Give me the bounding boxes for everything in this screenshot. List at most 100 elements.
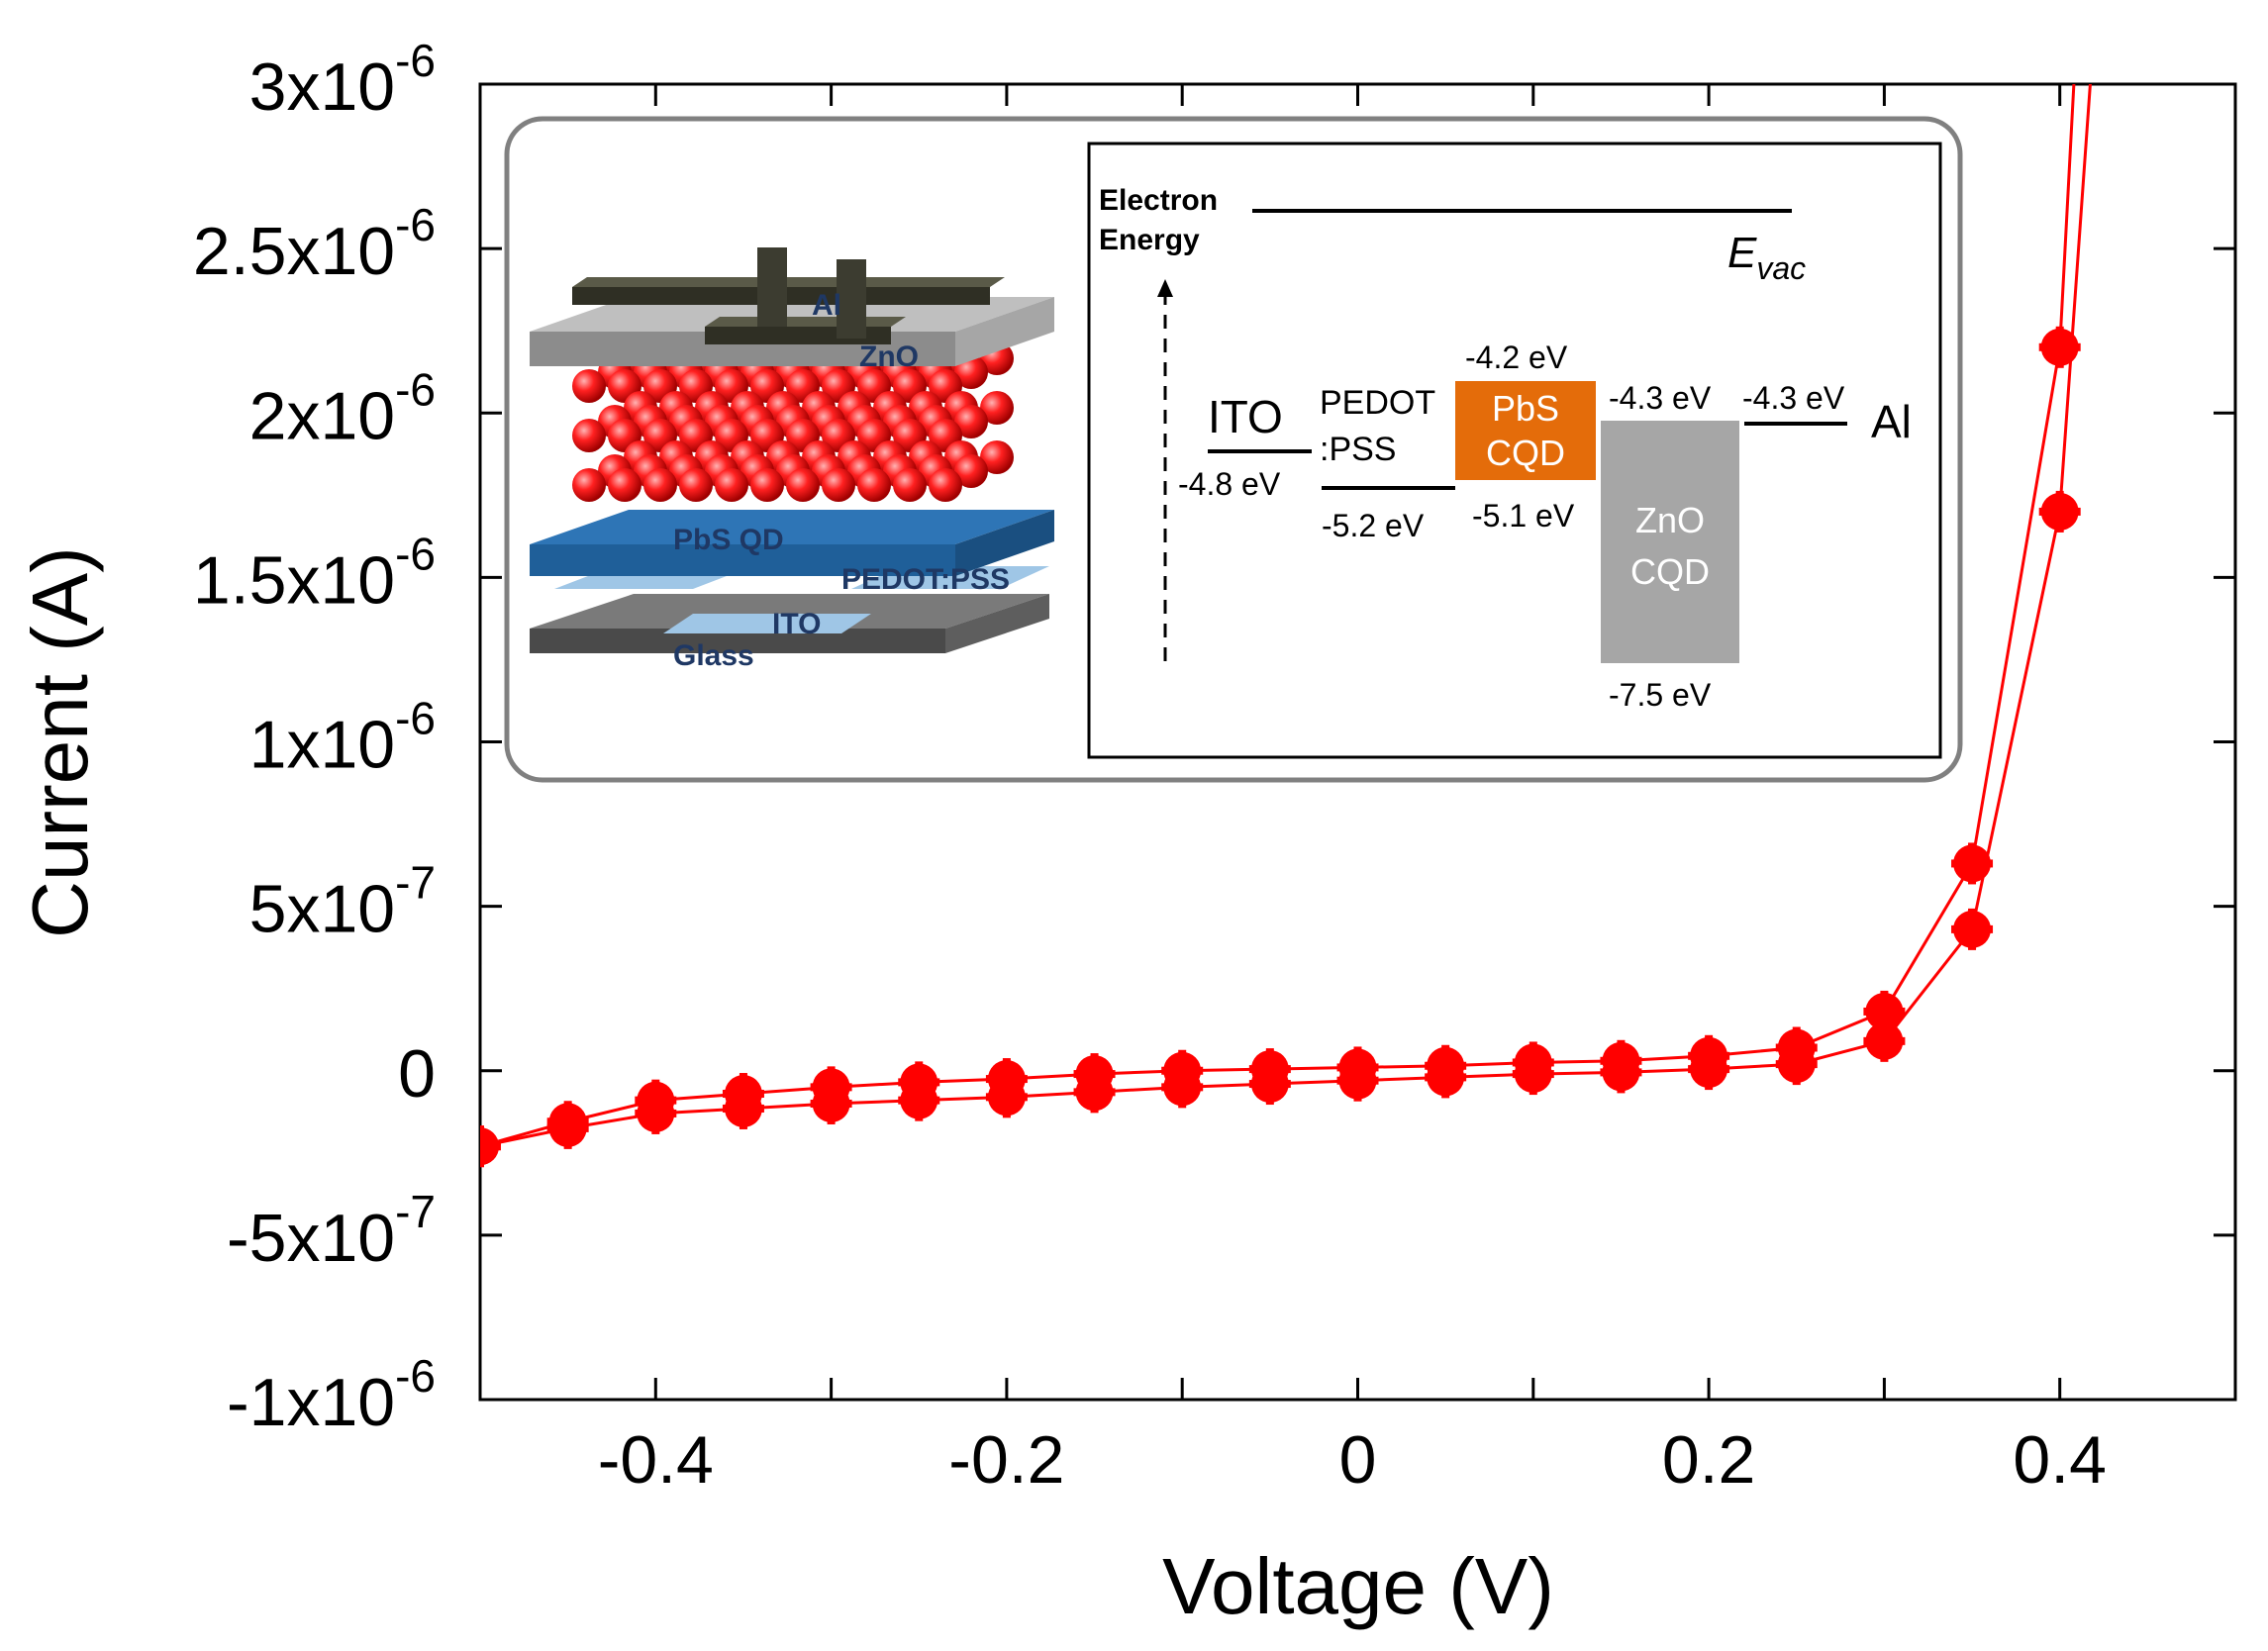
qd-sphere	[643, 468, 677, 502]
data-point	[985, 1058, 1028, 1101]
x-tick-label: -0.2	[948, 1422, 1064, 1498]
evac-label-main: E	[1727, 229, 1757, 277]
al-electrode-2	[705, 317, 906, 327]
ito-level-label: -4.8 eV	[1178, 466, 1281, 502]
pedot-pss-layer-side	[955, 510, 1054, 576]
x-tick-label: 0	[1339, 1422, 1377, 1498]
pbs-band-label-1: PbS	[1492, 388, 1559, 429]
al-finger-1	[757, 247, 787, 327]
qd-sphere	[715, 468, 748, 502]
y-tick-label: 2.5x10-6	[193, 199, 436, 289]
pbs-bottom-level-label: -5.1 eV	[1472, 498, 1575, 534]
data-point	[480, 1125, 501, 1168]
zno-layer-side	[955, 297, 1054, 366]
data-point	[1600, 1039, 1642, 1082]
x-tick-labels: -0.4 -0.2 0 0.2 0.4	[598, 1422, 2107, 1498]
qd-sphere	[954, 355, 988, 389]
zno-cqd-band	[1601, 421, 1739, 663]
series-reverse	[480, 84, 2081, 1168]
pedot-pss-label: PEDOT:PSS	[841, 563, 1010, 596]
glass-layer	[530, 594, 1049, 629]
data-point	[1951, 908, 1994, 950]
ito-band-label: ITO	[1208, 391, 1283, 442]
zno-band-label-1: ZnO	[1635, 500, 1705, 540]
y-tick-label: 1.5x10-6	[193, 528, 436, 618]
qd-sphere	[857, 468, 891, 502]
y-tick-label: -5x10-7	[227, 1186, 436, 1276]
qd-sphere	[980, 391, 1014, 425]
pbs-band-label-2: CQD	[1486, 433, 1565, 473]
data-point	[810, 1066, 852, 1109]
data-point	[1863, 1020, 1906, 1062]
data-point	[1512, 1041, 1554, 1084]
qd-sphere	[980, 440, 1014, 474]
qd-sphere	[608, 468, 641, 502]
y-tick-label: -1x10-6	[227, 1350, 436, 1440]
qd-sphere	[893, 468, 927, 502]
y-tick-label: 5x10-7	[249, 857, 436, 947]
al-finger-2	[837, 259, 866, 339]
pedot-band-label-2: :PSS	[1320, 431, 1396, 468]
zno-band-label-2: CQD	[1630, 551, 1710, 592]
al-label: Al	[812, 289, 841, 322]
pbs-cqd-band	[1455, 381, 1596, 480]
qd-sphere	[786, 468, 820, 502]
y-tick-labels: -1x10-6 -5x10-7 0 5x10-7 1x10-6 1.5x10-6 2x10-…	[193, 35, 436, 1440]
data-point	[635, 1079, 677, 1121]
pbs-qd-label: PbS QD	[673, 524, 784, 556]
y-tick-label: 1x10-6	[249, 693, 436, 783]
qd-sphere	[822, 468, 855, 502]
y-tick-label: 2x10-6	[249, 363, 436, 453]
data-point	[1425, 1044, 1467, 1087]
data-point	[1073, 1053, 1116, 1096]
data-point	[1248, 1048, 1291, 1091]
inset-panel: Al ZnO PbS QD PEDOT:PSS ITO Glass Electr…	[504, 116, 1963, 783]
x-tick-label: -0.4	[598, 1422, 714, 1498]
zno-bottom-level-label: -7.5 eV	[1609, 677, 1712, 713]
y-axis-label: Current (A)	[16, 546, 104, 938]
qd-sphere	[572, 468, 606, 502]
device-schematic: Al ZnO PbS QD PEDOT:PSS ITO Glass	[530, 247, 1054, 672]
pedot-pss-layer-front	[530, 544, 955, 576]
data-point	[1863, 990, 1906, 1032]
data-point	[1688, 1034, 1730, 1077]
pedot-pss-layer	[530, 510, 1054, 544]
al-electrode-1	[572, 277, 1005, 287]
pedot-band-label-1: PEDOT	[1320, 384, 1435, 422]
glass-layer-front	[530, 629, 945, 653]
y-tick-label: 3x10-6	[249, 35, 436, 125]
pbs-top-level-label: -4.2 eV	[1465, 340, 1568, 375]
zno-top-level-label: -4.3 eV	[1609, 380, 1712, 416]
al-level-label: -4.3 eV	[1742, 380, 1845, 416]
qd-sphere	[750, 468, 784, 502]
y-tick-label: 0	[398, 1036, 436, 1112]
data-point	[1951, 842, 1994, 885]
evac-label-sub: vac	[1756, 250, 1806, 286]
data-point	[722, 1073, 764, 1116]
zno-label: ZnO	[859, 340, 919, 373]
evac-label: Evac	[1727, 229, 1806, 286]
ito-label: ITO	[772, 608, 821, 640]
glass-label: Glass	[673, 639, 754, 672]
tick-marks	[478, 82, 2237, 1402]
qd-sphere	[572, 419, 606, 452]
data-point	[1161, 1049, 1204, 1092]
data-point	[546, 1101, 589, 1143]
data-point	[1336, 1046, 1379, 1089]
data-point	[2038, 490, 2081, 533]
x-axis-label: Voltage (V)	[1162, 1542, 1554, 1630]
ito-layer-3	[663, 614, 871, 633]
data-series	[480, 84, 2092, 1168]
band-diagram: Electron Energy Evac ITO -4.8 eV PEDOT :…	[1087, 142, 1942, 759]
qd-sphere	[954, 454, 988, 488]
data-point	[1775, 1026, 1818, 1069]
data-point	[898, 1061, 940, 1104]
zno-layer	[530, 297, 1054, 332]
qd-sphere	[929, 468, 962, 502]
pedot-level-label: -5.2 eV	[1322, 508, 1425, 543]
al-band-label: Al	[1871, 396, 1912, 447]
x-tick-label: 0.2	[1662, 1422, 1756, 1498]
qd-sphere	[954, 405, 988, 438]
qd-sphere	[572, 369, 606, 403]
